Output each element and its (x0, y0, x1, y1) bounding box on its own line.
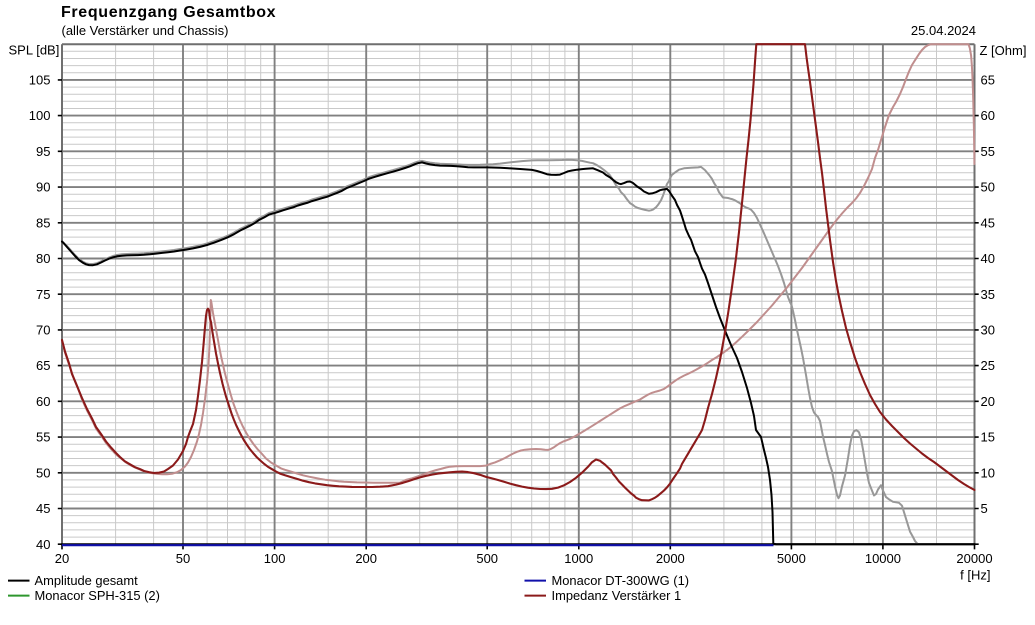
svg-text:50: 50 (176, 551, 190, 566)
svg-text:f [Hz]: f [Hz] (960, 567, 990, 582)
svg-text:100: 100 (264, 551, 286, 566)
svg-text:30: 30 (981, 323, 995, 338)
svg-text:Amplitude gesamt: Amplitude gesamt (35, 573, 139, 588)
svg-text:Frequenzgang Gesamtbox: Frequenzgang Gesamtbox (61, 4, 276, 21)
svg-text:95: 95 (36, 144, 50, 159)
svg-text:Impedanz Verstärker 1: Impedanz Verstärker 1 (552, 588, 682, 603)
svg-text:55: 55 (36, 430, 50, 445)
svg-text:20000: 20000 (956, 551, 992, 566)
svg-text:35: 35 (981, 287, 995, 302)
svg-text:10: 10 (981, 465, 995, 480)
svg-text:5: 5 (981, 501, 988, 516)
svg-text:25.04.2024: 25.04.2024 (911, 23, 976, 38)
svg-text:40: 40 (36, 537, 50, 552)
svg-text:1000: 1000 (564, 551, 593, 566)
svg-text:105: 105 (29, 73, 51, 88)
svg-text:40: 40 (981, 251, 995, 266)
svg-text:70: 70 (36, 323, 50, 338)
svg-text:45: 45 (981, 215, 995, 230)
svg-text:60: 60 (36, 394, 50, 409)
svg-text:100: 100 (29, 108, 51, 123)
svg-text:85: 85 (36, 215, 50, 230)
svg-text:200: 200 (355, 551, 377, 566)
svg-text:45: 45 (36, 501, 50, 516)
svg-text:60: 60 (981, 108, 995, 123)
svg-text:20: 20 (55, 551, 69, 566)
svg-text:65: 65 (36, 358, 50, 373)
svg-text:20: 20 (981, 394, 995, 409)
svg-text:500: 500 (476, 551, 498, 566)
svg-text:Monacor DT-300WG (1): Monacor DT-300WG (1) (552, 573, 690, 588)
svg-text:25: 25 (981, 358, 995, 373)
svg-text:80: 80 (36, 251, 50, 266)
svg-text:15: 15 (981, 430, 995, 445)
svg-text:SPL [dB]: SPL [dB] (9, 43, 60, 58)
svg-text:50: 50 (981, 180, 995, 195)
svg-text:90: 90 (36, 180, 50, 195)
svg-text:(alle Verstärker und Chassis): (alle Verstärker und Chassis) (62, 23, 229, 38)
svg-text:Z [Ohm]: Z [Ohm] (980, 43, 1027, 58)
svg-text:50: 50 (36, 465, 50, 480)
svg-text:55: 55 (981, 144, 995, 159)
svg-text:10000: 10000 (865, 551, 901, 566)
svg-text:2000: 2000 (656, 551, 685, 566)
svg-text:5000: 5000 (777, 551, 806, 566)
svg-text:65: 65 (981, 73, 995, 88)
svg-text:Monacor SPH-315 (2): Monacor SPH-315 (2) (35, 588, 160, 603)
svg-text:75: 75 (36, 287, 50, 302)
